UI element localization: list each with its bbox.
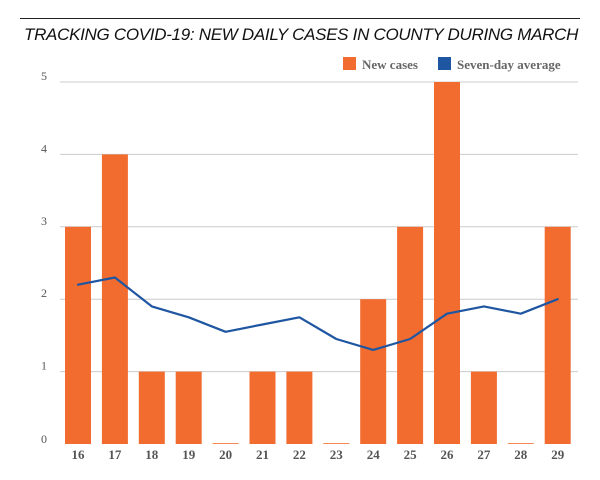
y-tick-5: 5 (41, 69, 47, 83)
bar-27 (470, 371, 497, 444)
chart-title: TRACKING COVID-19: NEW DAILY CASES IN CO… (24, 25, 579, 44)
bar-29 (544, 226, 571, 444)
x-tick-16: 16 (72, 447, 86, 462)
bar-26 (434, 82, 460, 444)
line-point-21 (261, 323, 264, 326)
line-point-18 (151, 305, 153, 308)
legend: New cases Seven-day average (343, 57, 561, 72)
x-tick-24: 24 (367, 447, 381, 462)
x-tick-25: 25 (404, 447, 418, 462)
bar-16 (65, 226, 91, 444)
x-tick-26: 26 (441, 447, 455, 462)
line-point-27 (483, 305, 485, 308)
y-tick-2: 2 (41, 286, 47, 300)
bar-28 (507, 443, 534, 444)
bar-series (65, 82, 571, 444)
bar-22 (286, 371, 313, 444)
line-point-29 (557, 298, 559, 300)
y-tick-3: 3 (41, 214, 47, 228)
x-tick-23: 23 (330, 447, 344, 462)
line-point-20 (225, 331, 227, 333)
x-tick-19: 19 (182, 447, 196, 462)
x-tick-21: 21 (256, 447, 269, 462)
line-point-17 (114, 276, 116, 279)
legend-swatch-seven-day-average (438, 57, 451, 70)
x-tick-22: 22 (293, 447, 306, 462)
bar-24 (360, 299, 387, 444)
seven-day-average-line (76, 276, 559, 351)
line-point-22 (298, 316, 300, 318)
bar-21 (249, 371, 276, 444)
x-tick-27: 27 (477, 447, 491, 462)
line-point-24 (372, 349, 374, 351)
y-tick-1: 1 (41, 359, 47, 373)
bar-18 (138, 371, 165, 444)
bar-19 (175, 371, 202, 444)
bar-20 (212, 443, 239, 444)
line-point-19 (188, 316, 190, 318)
bar-23 (323, 443, 350, 444)
y-tick-4: 4 (41, 141, 47, 155)
bar-25 (397, 226, 424, 444)
legend-label-new-cases: New cases (362, 57, 418, 72)
y-tick-0: 0 (41, 432, 47, 446)
x-tick-17: 17 (108, 447, 122, 462)
x-axis-ticks: 16 17 18 19 20 21 22 23 24 25 26 27 28 29 (72, 447, 565, 462)
legend-label-seven-day-average: Seven-day average (457, 57, 561, 72)
top-rule (20, 18, 580, 19)
legend-swatch-new-cases (343, 57, 356, 70)
line-point-26 (446, 313, 448, 315)
line-point-28 (520, 313, 522, 315)
line-point-25 (409, 338, 411, 340)
x-tick-29: 29 (551, 447, 565, 462)
x-tick-28: 28 (514, 447, 528, 462)
line-point-16 (77, 284, 79, 286)
y-axis-ticks: 0 1 2 3 4 5 (41, 69, 47, 446)
line-series (76, 276, 559, 351)
bar-17 (101, 154, 128, 444)
x-tick-20: 20 (219, 447, 232, 462)
x-tick-18: 18 (145, 447, 159, 462)
line-point-23 (335, 338, 337, 340)
